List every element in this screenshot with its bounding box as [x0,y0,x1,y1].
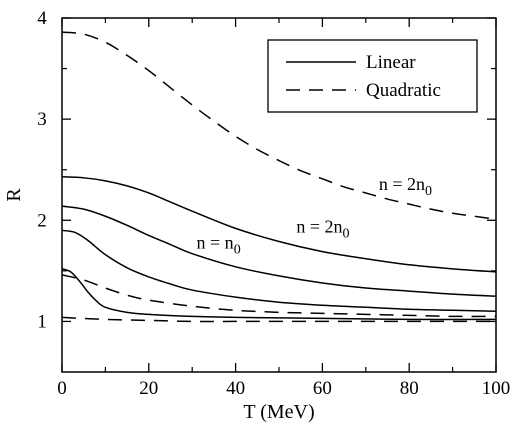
x-tick-label: 80 [400,378,419,399]
y-axis-label: R [3,188,25,202]
series-dashed-line-6 [61,274,497,318]
x-tick-label: 60 [313,378,332,399]
y-tick-label: 3 [37,109,47,130]
x-tick-label: 40 [226,378,245,399]
x-axis-label: T (MeV) [243,401,314,423]
curve-annotation-1: n = n0 [197,233,241,258]
curve-annotation-3: n = 2n0 [379,174,432,199]
series-dashed-line-5 [61,31,497,221]
y-tick-label: 1 [37,311,47,332]
y-tick-label: 2 [37,210,47,231]
series-layer [61,31,497,323]
y-tick-label: 4 [37,8,47,29]
legend-label-solid: Linear [366,52,416,73]
x-tick-label: 100 [482,378,511,399]
series-solid-line-1 [61,176,497,273]
series-solid-line-3 [61,229,497,313]
tick-layer: 0 20 40 60 80 100 1 2 3 4 [37,8,510,399]
legend-label-dashed: Quadratic [366,80,441,101]
x-tick-label: 0 [57,378,67,399]
annotation-layer: n = n0 n = 2n0 n = 2n0 [197,174,432,258]
x-tick-label: 20 [139,378,158,399]
series-dashed-line-7 [61,316,497,323]
curve-annotation-2: n = 2n0 [296,216,349,241]
series-solid-line-2 [61,205,497,297]
legend: Linear Quadratic [267,39,478,113]
series-solid-line-4 [61,268,497,321]
legend-box [267,39,478,113]
